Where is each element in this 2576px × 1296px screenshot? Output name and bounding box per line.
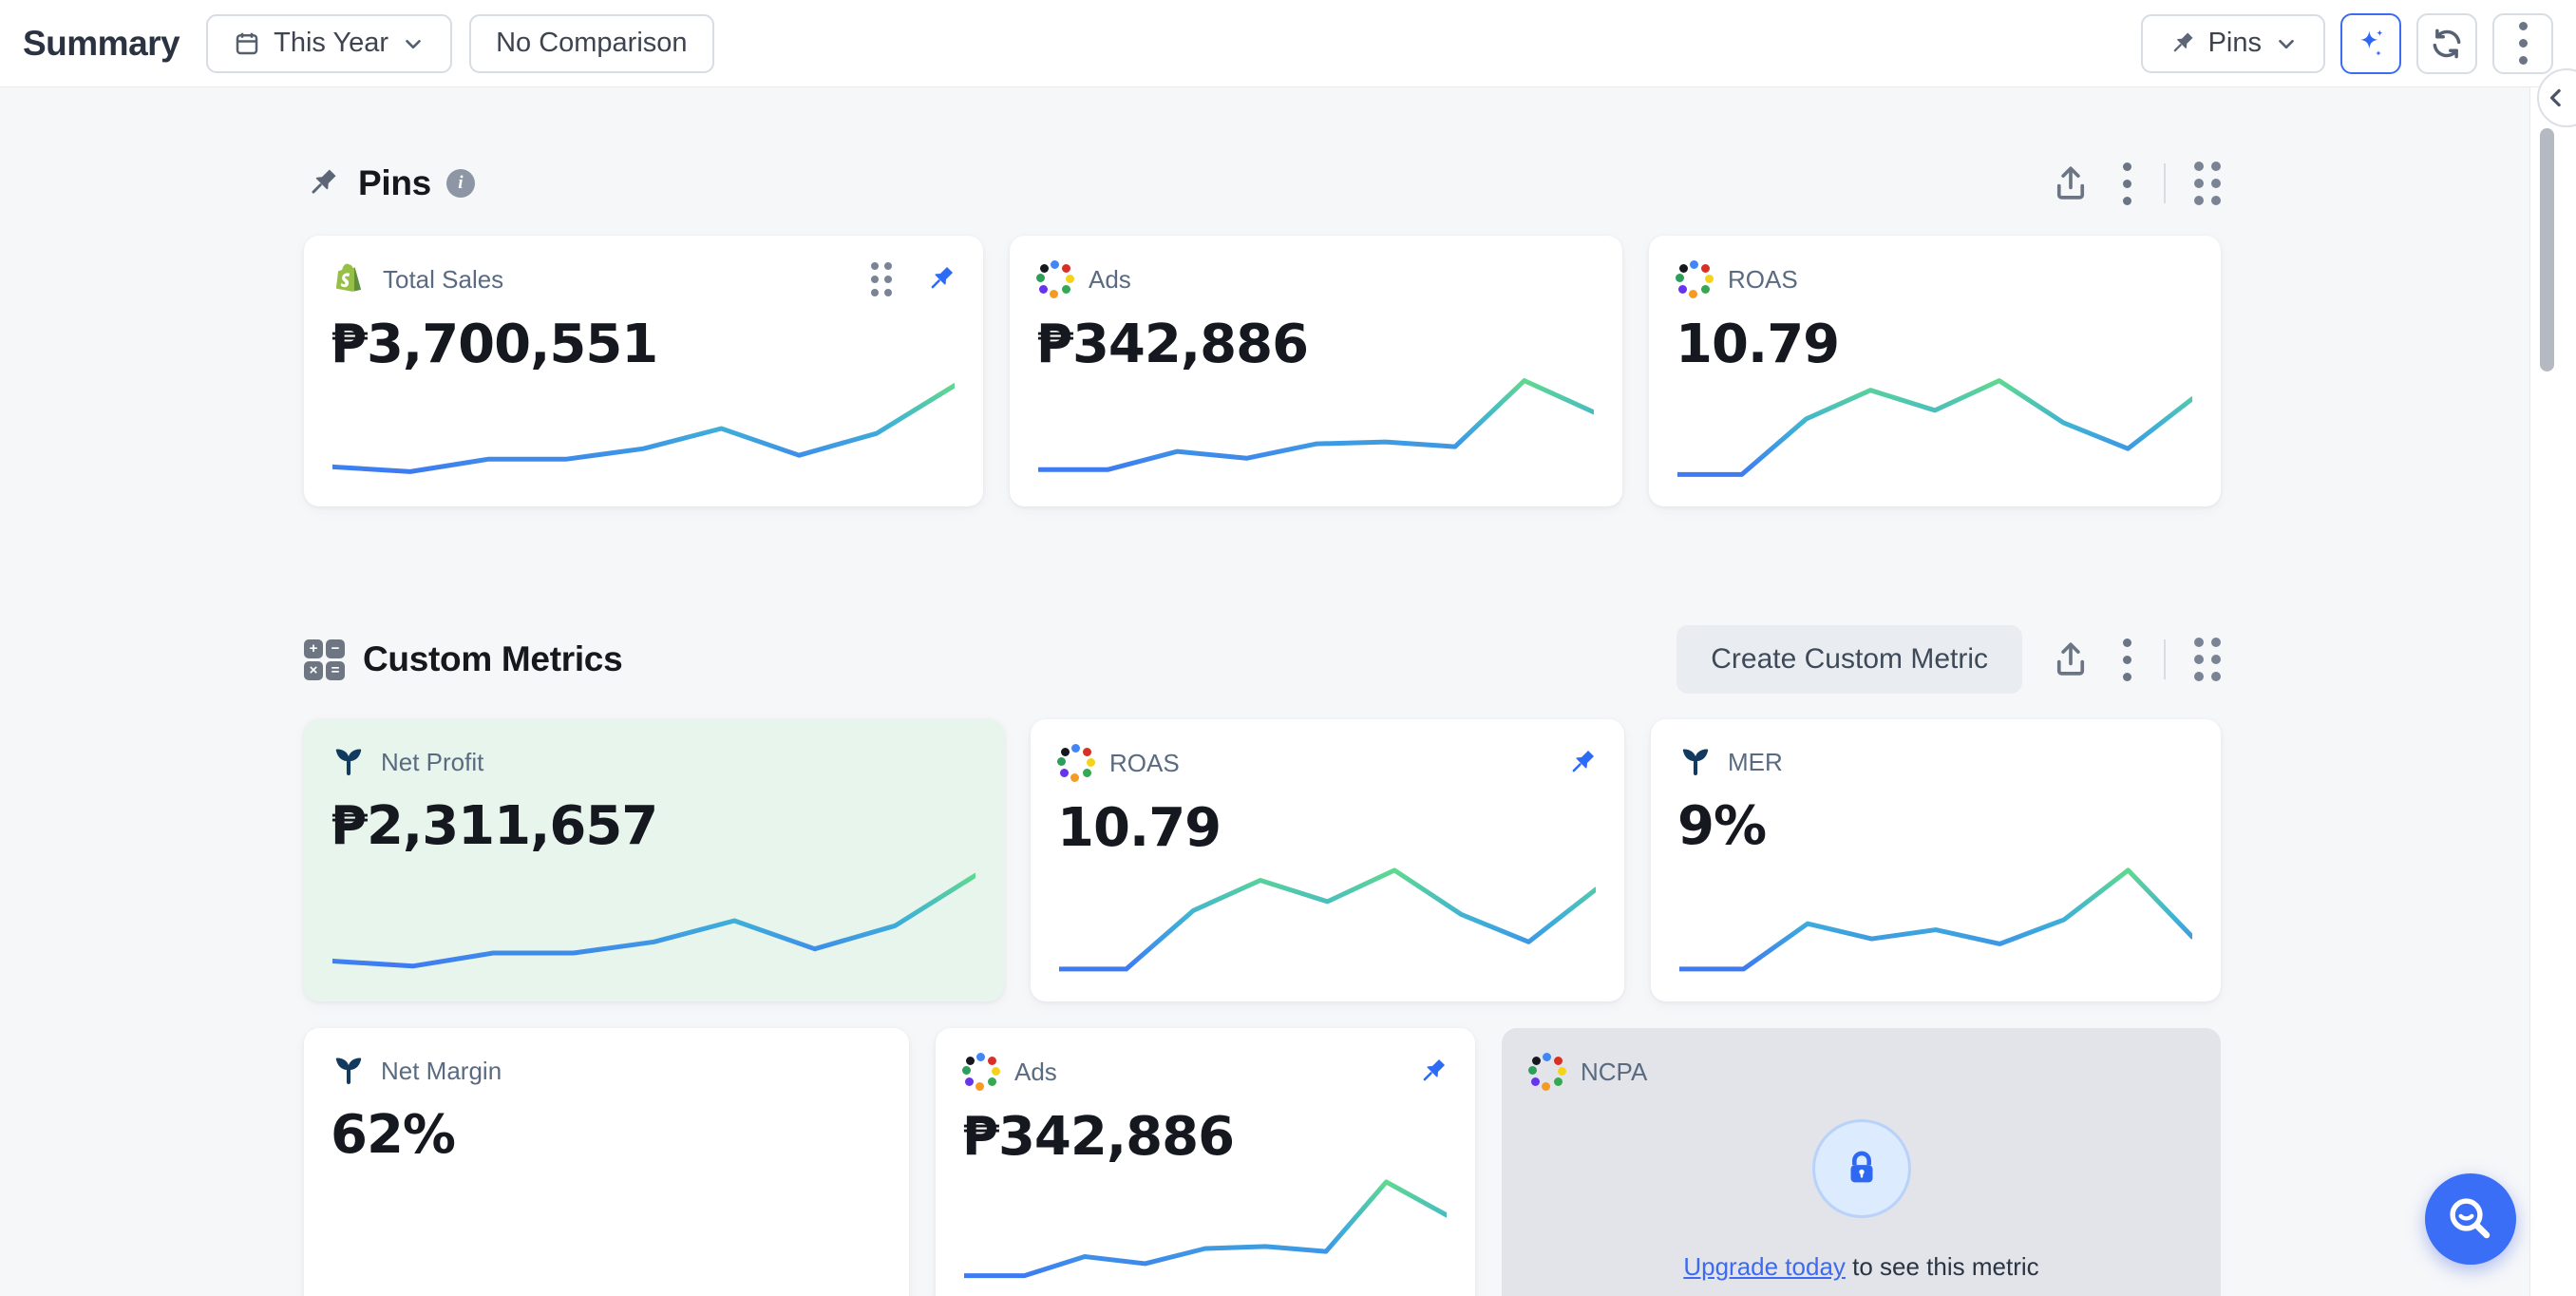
shopify-icon xyxy=(335,263,361,292)
metric-card-net-margin[interactable]: Net Margin 62% xyxy=(304,1028,909,1296)
upgrade-link[interactable]: Upgrade today xyxy=(1683,1252,1846,1281)
refresh-icon xyxy=(2429,26,2465,62)
custom-metrics-title: Custom Metrics xyxy=(363,639,623,678)
metric-card-roas[interactable]: ROAS 10.79 xyxy=(1649,236,2221,506)
share-icon[interactable] xyxy=(2051,639,2091,679)
page-title: Summary xyxy=(23,23,180,63)
scrollbar-thumb[interactable] xyxy=(2540,128,2554,372)
metric-value: 10.79 xyxy=(1676,314,1840,375)
metric-value: ₱342,886 xyxy=(962,1106,1235,1168)
metric-card-roas-custom[interactable]: ROAS 10.79 xyxy=(1031,719,1624,1001)
pins-cards-row: Total Sales ₱3,700,551 Ads xyxy=(304,236,2221,506)
sparkline-chart xyxy=(332,375,955,482)
ads-platforms-icon xyxy=(1676,260,1714,298)
chevron-left-icon xyxy=(2542,84,2570,112)
sparkline-chart xyxy=(1677,375,2192,482)
pin-icon[interactable] xyxy=(1565,747,1598,779)
metric-value: 62% xyxy=(331,1104,456,1166)
section-menu-icon[interactable] xyxy=(2119,159,2135,209)
ads-platforms-icon xyxy=(962,1053,1000,1091)
metric-value: ₱3,700,551 xyxy=(331,314,658,375)
comparison-selector[interactable]: No Comparison xyxy=(469,13,714,73)
metric-value: ₱342,886 xyxy=(1036,314,1309,375)
chevron-down-icon xyxy=(2274,31,2299,56)
scrollbar-track[interactable] xyxy=(2529,87,2576,1296)
comparison-label: No Comparison xyxy=(496,28,688,58)
sparkline-chart xyxy=(964,1176,1447,1288)
sparkline-chart xyxy=(1059,865,1596,977)
share-icon[interactable] xyxy=(2051,163,2091,203)
custom-metrics-row-2: Net Margin 62% Ads xyxy=(304,1028,2221,1296)
divider xyxy=(2164,639,2166,679)
section-menu-icon[interactable] xyxy=(2119,635,2135,685)
metric-value: 10.79 xyxy=(1057,797,1222,859)
custom-metrics-icon: + − × = xyxy=(304,638,345,680)
pins-dropdown[interactable]: Pins xyxy=(2140,13,2325,73)
dashboard-content: Pins i Total Sales ₱3,700,551 xyxy=(304,157,2221,1296)
metric-card-net-profit[interactable]: Net Profit ₱2,311,657 xyxy=(304,719,1004,1001)
refresh-button[interactable] xyxy=(2416,12,2477,74)
top-bar: Summary This Year No Comparison Pins xyxy=(0,0,2576,87)
pin-icon xyxy=(304,165,340,201)
metric-card-ads[interactable]: Ads ₱342,886 xyxy=(1010,236,1622,506)
ai-sparkle-icon xyxy=(2352,25,2390,63)
drag-handle-icon[interactable] xyxy=(871,262,892,296)
metric-card-total-sales[interactable]: Total Sales ₱3,700,551 xyxy=(304,236,983,506)
locked-content: Upgrade today to see this metric xyxy=(1502,1119,2221,1282)
pins-section-title: Pins xyxy=(358,163,431,202)
create-custom-metric-button[interactable]: Create Custom Metric xyxy=(1676,625,2022,694)
ads-platforms-icon xyxy=(1036,260,1074,298)
pin-icon[interactable] xyxy=(1416,1056,1449,1088)
lock-icon xyxy=(1811,1119,1911,1218)
custom-metrics-section-header: + − × = Custom Metrics Create Custom Metric xyxy=(304,622,2221,696)
sparkline-chart xyxy=(1038,375,1594,482)
custom-metrics-row-1: Net Profit ₱2,311,657 ROAS xyxy=(304,719,2221,1001)
magnifier-smile-icon xyxy=(2445,1193,2496,1245)
metric-card-ncpa[interactable]: NCPA Upgrade today to see this metric xyxy=(1502,1028,2221,1296)
pins-section-header: Pins i xyxy=(304,157,2221,210)
pin-icon xyxy=(2168,29,2196,58)
divider xyxy=(2164,163,2166,203)
ai-assistant-button[interactable] xyxy=(2340,12,2401,74)
ads-platforms-icon xyxy=(1057,744,1095,782)
more-options-button[interactable] xyxy=(2492,12,2553,74)
metric-value: 9% xyxy=(1677,795,1767,857)
kebab-menu-icon xyxy=(2515,18,2531,68)
info-icon[interactable]: i xyxy=(445,169,475,198)
drag-handle-icon[interactable] xyxy=(2194,162,2221,205)
pin-icon[interactable] xyxy=(924,263,957,295)
search-assistant-fab[interactable] xyxy=(2425,1173,2516,1265)
whale-tail-icon xyxy=(335,749,362,776)
whale-tail-icon xyxy=(335,1058,362,1085)
metric-value: ₱2,311,657 xyxy=(331,795,658,857)
sparkline-chart xyxy=(1679,865,2192,977)
lock-message: to see this metric xyxy=(1845,1252,2039,1281)
date-range-selector[interactable]: This Year xyxy=(206,13,453,73)
drag-handle-icon[interactable] xyxy=(2194,638,2221,681)
chevron-down-icon xyxy=(401,31,426,56)
sparkline-chart xyxy=(332,865,975,977)
whale-tail-icon xyxy=(1682,749,1709,776)
metric-card-mer[interactable]: MER 9% xyxy=(1651,719,2221,1001)
ads-platforms-icon xyxy=(1528,1053,1566,1091)
calendar-icon xyxy=(233,29,261,58)
metric-card-ads-custom[interactable]: Ads ₱342,886 xyxy=(936,1028,1475,1296)
date-range-label: This Year xyxy=(274,28,389,58)
pins-dropdown-label: Pins xyxy=(2207,28,2262,58)
